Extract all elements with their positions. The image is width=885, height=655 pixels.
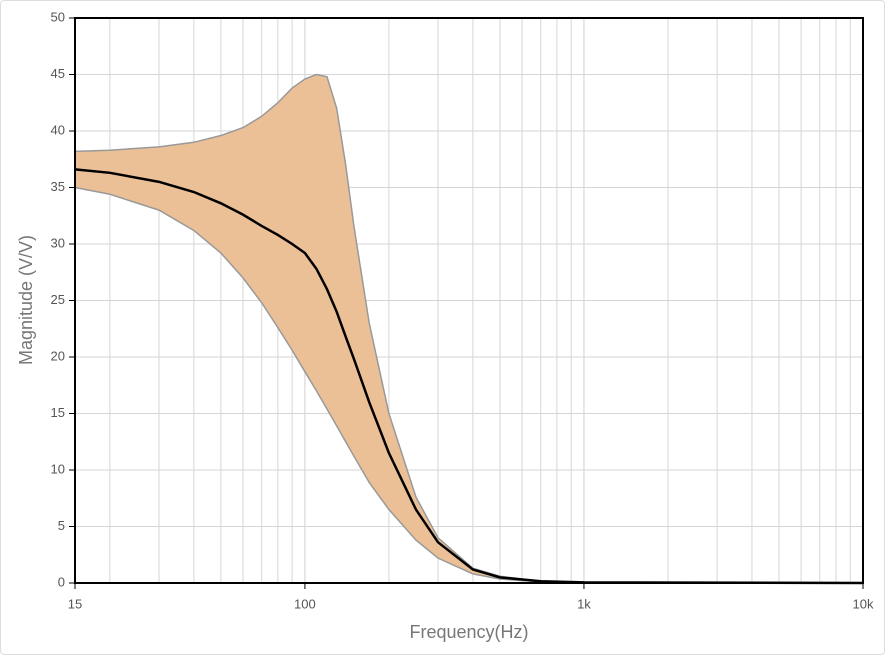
y-tick-label: 25: [51, 292, 65, 307]
x-tick-label: 10k: [853, 596, 874, 611]
y-tick-label: 20: [51, 348, 65, 363]
y-tick-label: 40: [51, 122, 65, 137]
band-area: [75, 74, 863, 583]
y-tick-label: 50: [51, 9, 65, 24]
y-axis-title: Magnitude (V/V): [16, 235, 36, 365]
plot-border: [74, 17, 864, 584]
y-tick-label: 5: [58, 518, 65, 533]
y-tick-label: 30: [51, 235, 65, 250]
band-lower: [74, 186, 864, 584]
x-tick-label: 100: [294, 596, 316, 611]
x-tick-label: 1k: [577, 596, 591, 611]
x-axis-title: Frequency(Hz): [409, 622, 528, 642]
y-tick-label: 0: [58, 574, 65, 589]
line: [74, 168, 864, 585]
y-tick-label: 15: [51, 405, 65, 420]
y-tick-label: 10: [51, 461, 65, 476]
y-tick-label: 35: [51, 179, 65, 194]
y-tick-label: 45: [51, 66, 65, 81]
x-tick-label: 15: [68, 596, 82, 611]
